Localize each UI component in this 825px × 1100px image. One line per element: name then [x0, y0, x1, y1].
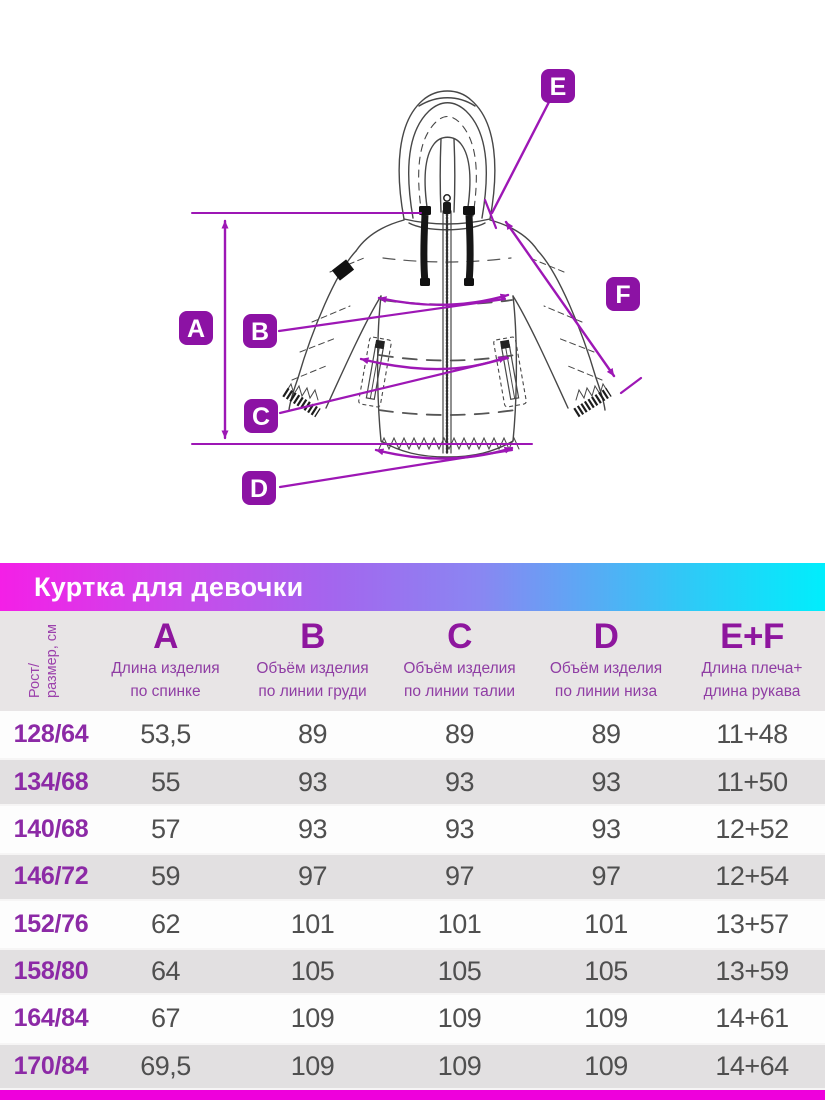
badge-e: E — [550, 73, 567, 101]
size-table-body: 128/64 53,5 89 89 89 11+48 134/68 55 93 … — [0, 711, 825, 1090]
value-cell: 89 — [297, 719, 328, 750]
value-cell: 101 — [584, 908, 628, 939]
size-cell: 152/76 — [13, 909, 89, 938]
value-cell: 109 — [584, 1050, 628, 1081]
badge-b: B — [251, 318, 269, 346]
size-cell: 140/68 — [13, 814, 89, 843]
value-cell: 12+54 — [715, 861, 789, 892]
value-cell: 53,5 — [140, 719, 191, 750]
value-cell: 14+61 — [715, 1003, 789, 1034]
size-cell: 170/84 — [13, 1051, 89, 1080]
page-title: Куртка для девочки — [34, 571, 304, 602]
column-header-d: D Объём изделия по линии низа — [549, 617, 663, 700]
value-cell: 97 — [444, 861, 475, 892]
value-cell: 89 — [444, 719, 475, 750]
value-cell: 62 — [150, 908, 181, 939]
title-bar: Куртка для девочки — [0, 563, 825, 611]
jacket-black-details — [282, 206, 612, 418]
value-cell: 11+48 — [716, 719, 788, 750]
row-header-line1: Рост/ — [27, 662, 43, 698]
value-cell: 101 — [290, 908, 335, 939]
table-row: 146/72 59 97 97 97 12+54 — [0, 853, 825, 901]
table-row: 140/68 57 93 93 93 12+52 — [0, 805, 825, 854]
value-cell: 67 — [150, 1003, 181, 1034]
value-cell: 93 — [297, 813, 328, 844]
size-cell: 164/84 — [13, 1004, 89, 1033]
value-cell: 97 — [297, 861, 328, 892]
row-header-line2: размер, см — [44, 624, 60, 698]
badge-f: F — [615, 281, 630, 309]
value-cell: 105 — [584, 956, 628, 987]
table-row: 134/68 55 93 93 93 11+50 — [0, 758, 825, 806]
bottom-accent-bar — [0, 1090, 825, 1100]
column-header-ef: E+F Длина плеча+ длина рукава — [701, 617, 803, 700]
value-cell: 57 — [150, 813, 181, 844]
value-cell: 105 — [437, 956, 482, 987]
value-cell: 109 — [290, 1050, 335, 1081]
value-cell: 14+64 — [715, 1050, 789, 1081]
value-cell: 12+52 — [715, 813, 789, 844]
value-cell: 89 — [591, 719, 621, 750]
size-cell: 146/72 — [13, 862, 89, 891]
jacket-diagram: A B C D E F — [179, 69, 643, 505]
size-cell: 128/64 — [13, 720, 89, 749]
column-header-a: A Длина изделия по спинке — [111, 617, 220, 700]
row-header-label: Рост/ размер, см — [27, 624, 61, 698]
size-cell: 134/68 — [13, 767, 89, 796]
value-cell: 93 — [297, 766, 328, 797]
badge-d: D — [250, 475, 268, 503]
value-cell: 109 — [437, 1050, 482, 1081]
jacket-line-art — [285, 90, 609, 458]
value-cell: 13+57 — [715, 908, 789, 939]
table-row: 152/76 62 101 101 101 13+57 — [0, 900, 825, 948]
value-cell: 101 — [437, 908, 482, 939]
value-cell: 105 — [290, 956, 335, 987]
value-cell: 13+59 — [715, 956, 789, 987]
column-header-b: B Объём изделия по линии груди — [256, 617, 369, 700]
measurement-badges: A B C D E F — [179, 69, 640, 505]
column-header-c: C Объём изделия по линии талии — [403, 617, 516, 700]
table-header: Рост/ размер, см A Длина изделия по спин… — [0, 611, 825, 711]
value-cell: 59 — [150, 861, 181, 892]
value-cell: 93 — [591, 766, 621, 797]
table-row: 128/64 53,5 89 89 89 11+48 — [0, 711, 825, 759]
badge-a: A — [187, 315, 205, 343]
table-row: 170/84 69,5 109 109 109 14+64 — [0, 1042, 825, 1090]
value-cell: 55 — [150, 766, 181, 797]
value-cell: 97 — [591, 861, 621, 892]
value-cell: 69,5 — [140, 1050, 191, 1081]
value-cell: 11+50 — [716, 766, 788, 797]
value-cell: 109 — [290, 1003, 335, 1034]
value-cell: 93 — [591, 813, 621, 844]
measurement-arrows — [191, 100, 643, 489]
value-cell: 64 — [150, 956, 181, 987]
value-cell: 93 — [444, 813, 475, 844]
jacket-diagram-svg: A B C D E F — [179, 69, 643, 505]
badge-c: C — [252, 403, 270, 431]
value-cell: 109 — [584, 1003, 628, 1034]
table-row: 164/84 67 109 109 109 14+61 — [0, 995, 825, 1043]
table-row: 158/80 64 105 105 105 13+59 — [0, 947, 825, 996]
size-cell: 158/80 — [13, 957, 89, 986]
value-cell: 109 — [437, 1003, 482, 1034]
value-cell: 93 — [444, 766, 475, 797]
